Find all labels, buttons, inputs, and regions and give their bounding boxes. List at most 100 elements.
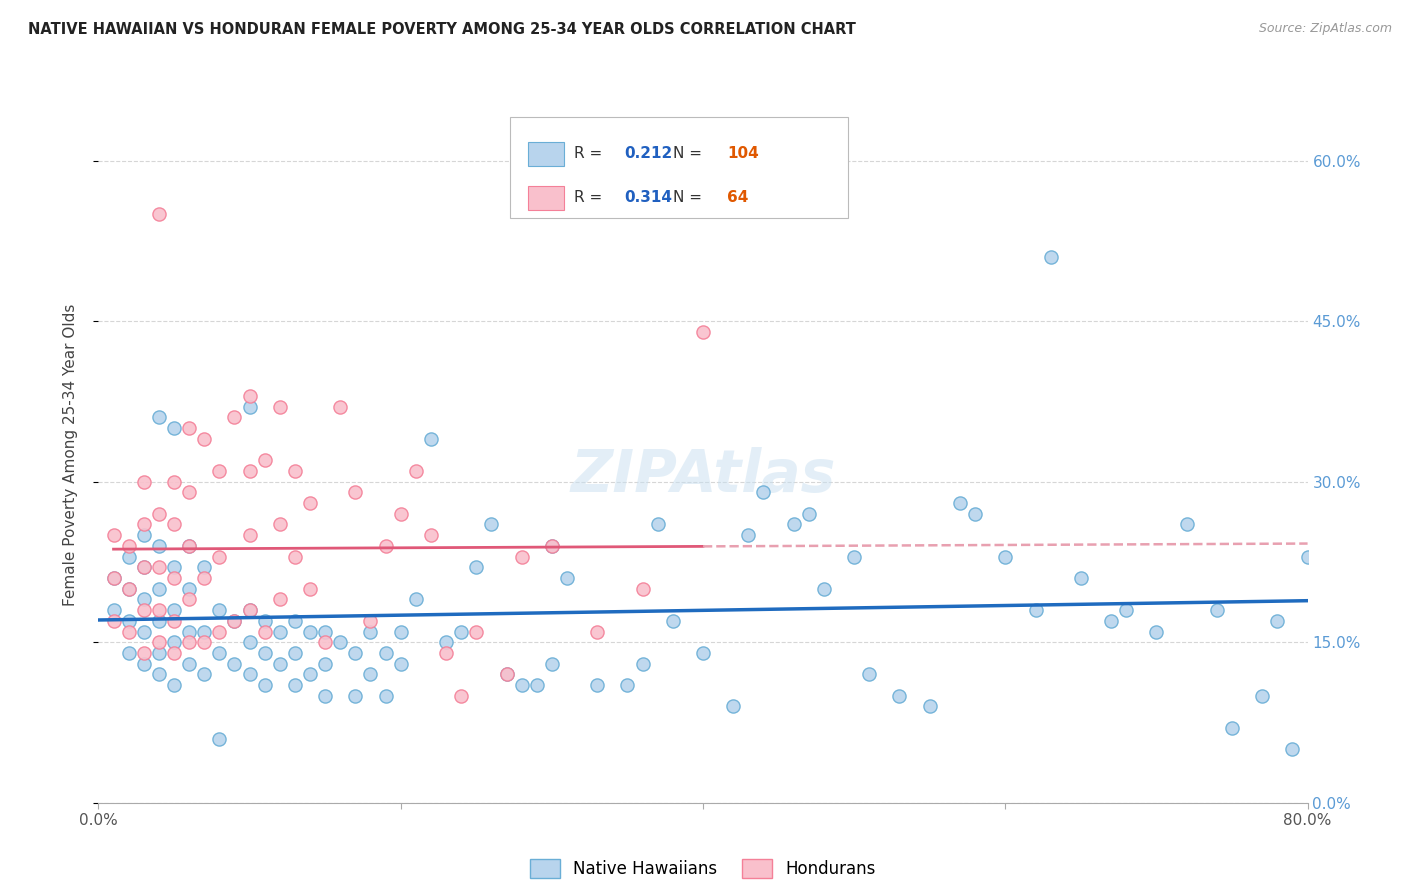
Point [163,614,186,628]
Point [239,464,262,478]
Point [269,657,291,671]
Point [148,646,170,660]
Point [103,614,125,628]
Point [389,657,412,671]
Point [118,614,141,628]
Point [284,646,307,660]
Point [148,539,170,553]
Point [148,667,170,681]
Point [797,507,820,521]
Point [752,485,775,500]
Point [132,657,155,671]
Point [299,624,322,639]
Point [889,689,911,703]
Point [360,667,382,681]
Point [132,624,155,639]
Point [148,207,170,221]
Point [193,635,215,649]
Text: 104: 104 [727,146,759,161]
Point [208,731,231,746]
Point [405,464,427,478]
Point [179,635,201,649]
Point [103,571,125,585]
FancyBboxPatch shape [527,142,564,166]
Point [1024,603,1046,617]
Text: 64: 64 [727,191,748,205]
Point [783,517,806,532]
Point [118,539,141,553]
Point [208,549,231,564]
Text: NATIVE HAWAIIAN VS HONDURAN FEMALE POVERTY AMONG 25-34 YEAR OLDS CORRELATION CHA: NATIVE HAWAIIAN VS HONDURAN FEMALE POVER… [28,22,856,37]
Point [208,646,231,660]
Point [118,582,141,596]
Text: 0.212: 0.212 [624,146,672,161]
Point [193,667,215,681]
Point [299,582,322,596]
Point [253,646,276,660]
Point [344,689,367,703]
Point [284,678,307,692]
Point [269,592,291,607]
Text: N =: N = [673,146,707,161]
Point [163,635,186,649]
Point [163,421,186,435]
Point [1220,721,1243,735]
Point [148,603,170,617]
Point [1070,571,1092,585]
Text: Source: ZipAtlas.com: Source: ZipAtlas.com [1258,22,1392,36]
Point [692,646,714,660]
Point [360,614,382,628]
FancyBboxPatch shape [509,118,848,219]
Point [269,624,291,639]
Point [132,592,155,607]
Point [1296,549,1319,564]
Legend: Native Hawaiians, Hondurans: Native Hawaiians, Hondurans [523,853,883,885]
Point [450,689,472,703]
Point [994,549,1017,564]
Point [510,678,533,692]
Point [132,646,155,660]
Point [586,678,609,692]
Point [858,667,880,681]
Point [965,507,987,521]
Point [208,603,231,617]
Point [193,560,215,574]
Point [555,571,578,585]
Point [631,657,654,671]
Point [148,635,170,649]
Point [103,528,125,542]
Point [420,528,443,542]
Point [1115,603,1137,617]
Point [179,485,201,500]
Point [844,549,866,564]
Point [132,560,155,574]
Text: R =: R = [574,191,607,205]
Point [193,624,215,639]
Point [148,560,170,574]
Point [813,582,835,596]
Point [450,624,472,639]
Point [132,517,155,532]
Point [344,485,367,500]
Point [1251,689,1274,703]
Point [148,614,170,628]
Point [314,635,336,649]
Point [389,507,412,521]
Point [179,539,201,553]
Point [163,678,186,692]
Point [918,699,941,714]
Point [224,614,246,628]
Point [1039,250,1062,264]
Point [510,549,533,564]
Point [586,624,609,639]
Point [540,657,562,671]
Point [737,528,759,542]
Point [1175,517,1198,532]
Point [299,667,322,681]
Point [360,624,382,639]
Point [163,571,186,585]
Text: 0.314: 0.314 [624,191,672,205]
Point [314,689,336,703]
Point [163,646,186,660]
Point [179,624,201,639]
